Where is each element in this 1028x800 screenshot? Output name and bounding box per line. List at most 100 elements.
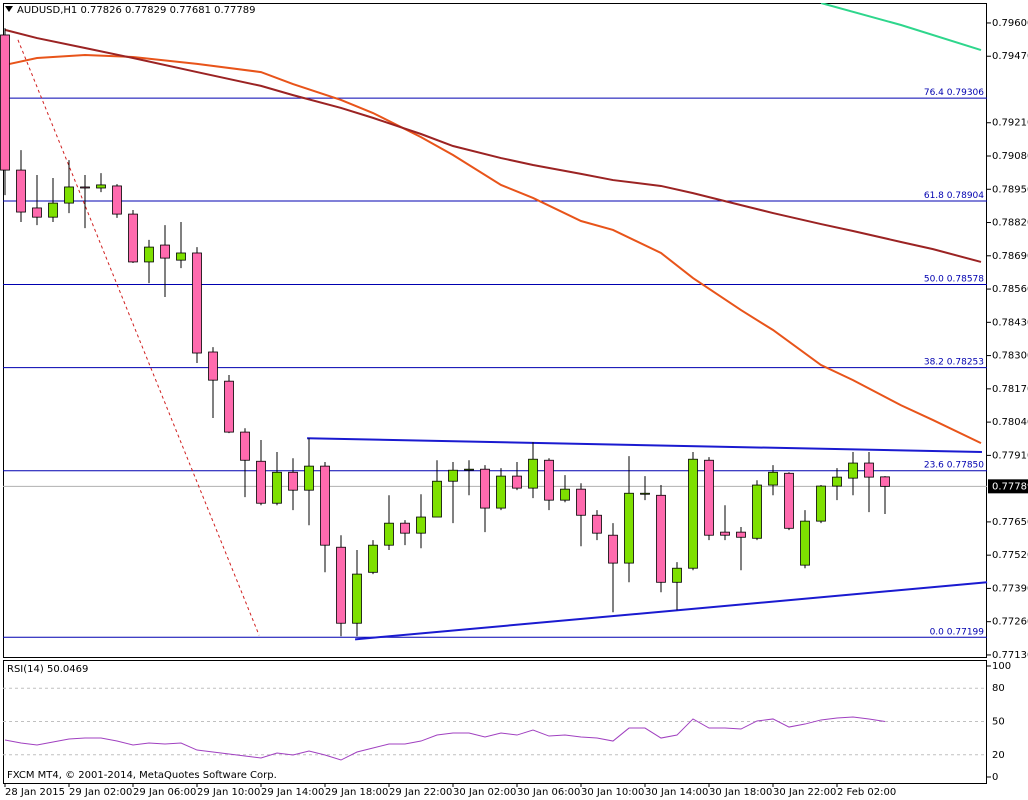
candle-body	[144, 246, 154, 263]
fib-ratio: 38.2	[924, 357, 944, 367]
candle-body	[96, 184, 106, 189]
candle-body	[48, 202, 58, 218]
fib-ratio: 50.0	[924, 274, 944, 284]
candle-body	[432, 480, 442, 518]
x-tick-label: 30 Jan 02:00	[453, 787, 516, 798]
candle-body	[592, 514, 602, 534]
candle-body	[304, 465, 314, 491]
candle-body	[512, 475, 522, 489]
candle-body	[272, 471, 282, 504]
candle-body	[768, 471, 778, 486]
x-tick-label: 2 Feb 02:00	[837, 787, 896, 798]
x-tick-label: 30 Jan 06:00	[517, 787, 580, 798]
candle-body	[224, 380, 234, 433]
candle-body	[720, 531, 730, 536]
candle-body	[32, 207, 42, 218]
x-tick-label: 28 Jan 2015	[5, 787, 65, 798]
y-tick-label: 0.77130	[992, 650, 1028, 661]
open: 0.77826	[80, 5, 121, 16]
candle-body	[288, 471, 298, 491]
candle-body	[464, 468, 474, 471]
menu-arrow[interactable]	[5, 6, 13, 12]
fib-ratio: 76.4	[924, 88, 944, 98]
rsi-value: 50.0469	[47, 664, 88, 675]
rsi-tick-label: 20	[992, 750, 1005, 761]
x-tick-label: 29 Jan 14:00	[261, 787, 324, 798]
candle-body	[624, 492, 634, 564]
symbol: AUDUSD,H1	[17, 5, 77, 16]
fib-label: 61.8 0.78904	[924, 191, 984, 201]
rsi-tick-label: 100	[992, 661, 1011, 672]
candle-body	[256, 460, 266, 504]
candle-body	[640, 492, 650, 495]
candle-body	[832, 476, 842, 487]
candle-body	[544, 459, 554, 501]
fib-price: 0.78578	[947, 274, 984, 284]
moving-average	[4, 53, 982, 444]
candle-body	[208, 351, 218, 381]
fib-price: 0.79306	[947, 88, 984, 98]
candle-body	[848, 462, 858, 479]
x-tick-label: 29 Jan 10:00	[197, 787, 260, 798]
rsi-title: RSI(14)	[7, 664, 44, 675]
price-box-label: 0.77789	[992, 481, 1028, 492]
rsi-line	[4, 716, 886, 761]
candle-body	[800, 520, 810, 566]
candle-body	[528, 458, 538, 489]
candle-body	[336, 546, 346, 624]
fib-label: 0.0 0.77199	[930, 627, 985, 637]
fib-ratio: 0.0	[930, 627, 945, 637]
trendline	[354, 581, 988, 641]
candle-body	[384, 522, 394, 546]
candle-body	[480, 468, 490, 509]
rsi-tick-label: 80	[992, 683, 1005, 694]
candle-body	[688, 458, 698, 569]
candle-body	[864, 462, 874, 478]
candle-body	[192, 252, 202, 354]
moving-average	[4, 28, 982, 263]
candle-body	[560, 488, 570, 501]
candle-body	[160, 244, 170, 259]
fib-ratio: 61.8	[924, 191, 944, 201]
x-tick-label: 29 Jan 06:00	[133, 787, 196, 798]
low: 0.77681	[170, 5, 211, 16]
close: 0.77789	[214, 5, 255, 16]
x-tick-label: 29 Jan 22:00	[389, 787, 452, 798]
candle-body	[400, 522, 410, 534]
candle-body	[448, 469, 458, 482]
fib-label: 38.2 0.78253	[924, 357, 984, 367]
x-tick-label: 30 Jan 14:00	[645, 787, 708, 798]
trendline	[307, 437, 982, 454]
candle-body	[880, 476, 890, 487]
candle-body	[128, 213, 138, 263]
fib-label: 50.0 0.78578	[924, 274, 984, 284]
candle-body	[752, 484, 762, 539]
candle-body	[368, 544, 378, 573]
rsi-tick-label: 50	[992, 717, 1005, 728]
candle-body	[64, 186, 74, 204]
fib-price: 0.77850	[947, 460, 984, 470]
x-tick-label: 29 Jan 02:00	[69, 787, 132, 798]
candle-body	[112, 185, 122, 215]
watermark: FXCM MT4, © 2001-2014, MetaQuotes Softwa…	[7, 770, 277, 781]
candle-body	[736, 531, 746, 538]
fib-price: 0.77199	[947, 627, 984, 637]
candle-body	[240, 431, 250, 461]
x-tick-label: 30 Jan 22:00	[773, 787, 836, 798]
candle-body	[704, 459, 714, 536]
main-frame	[3, 3, 987, 658]
